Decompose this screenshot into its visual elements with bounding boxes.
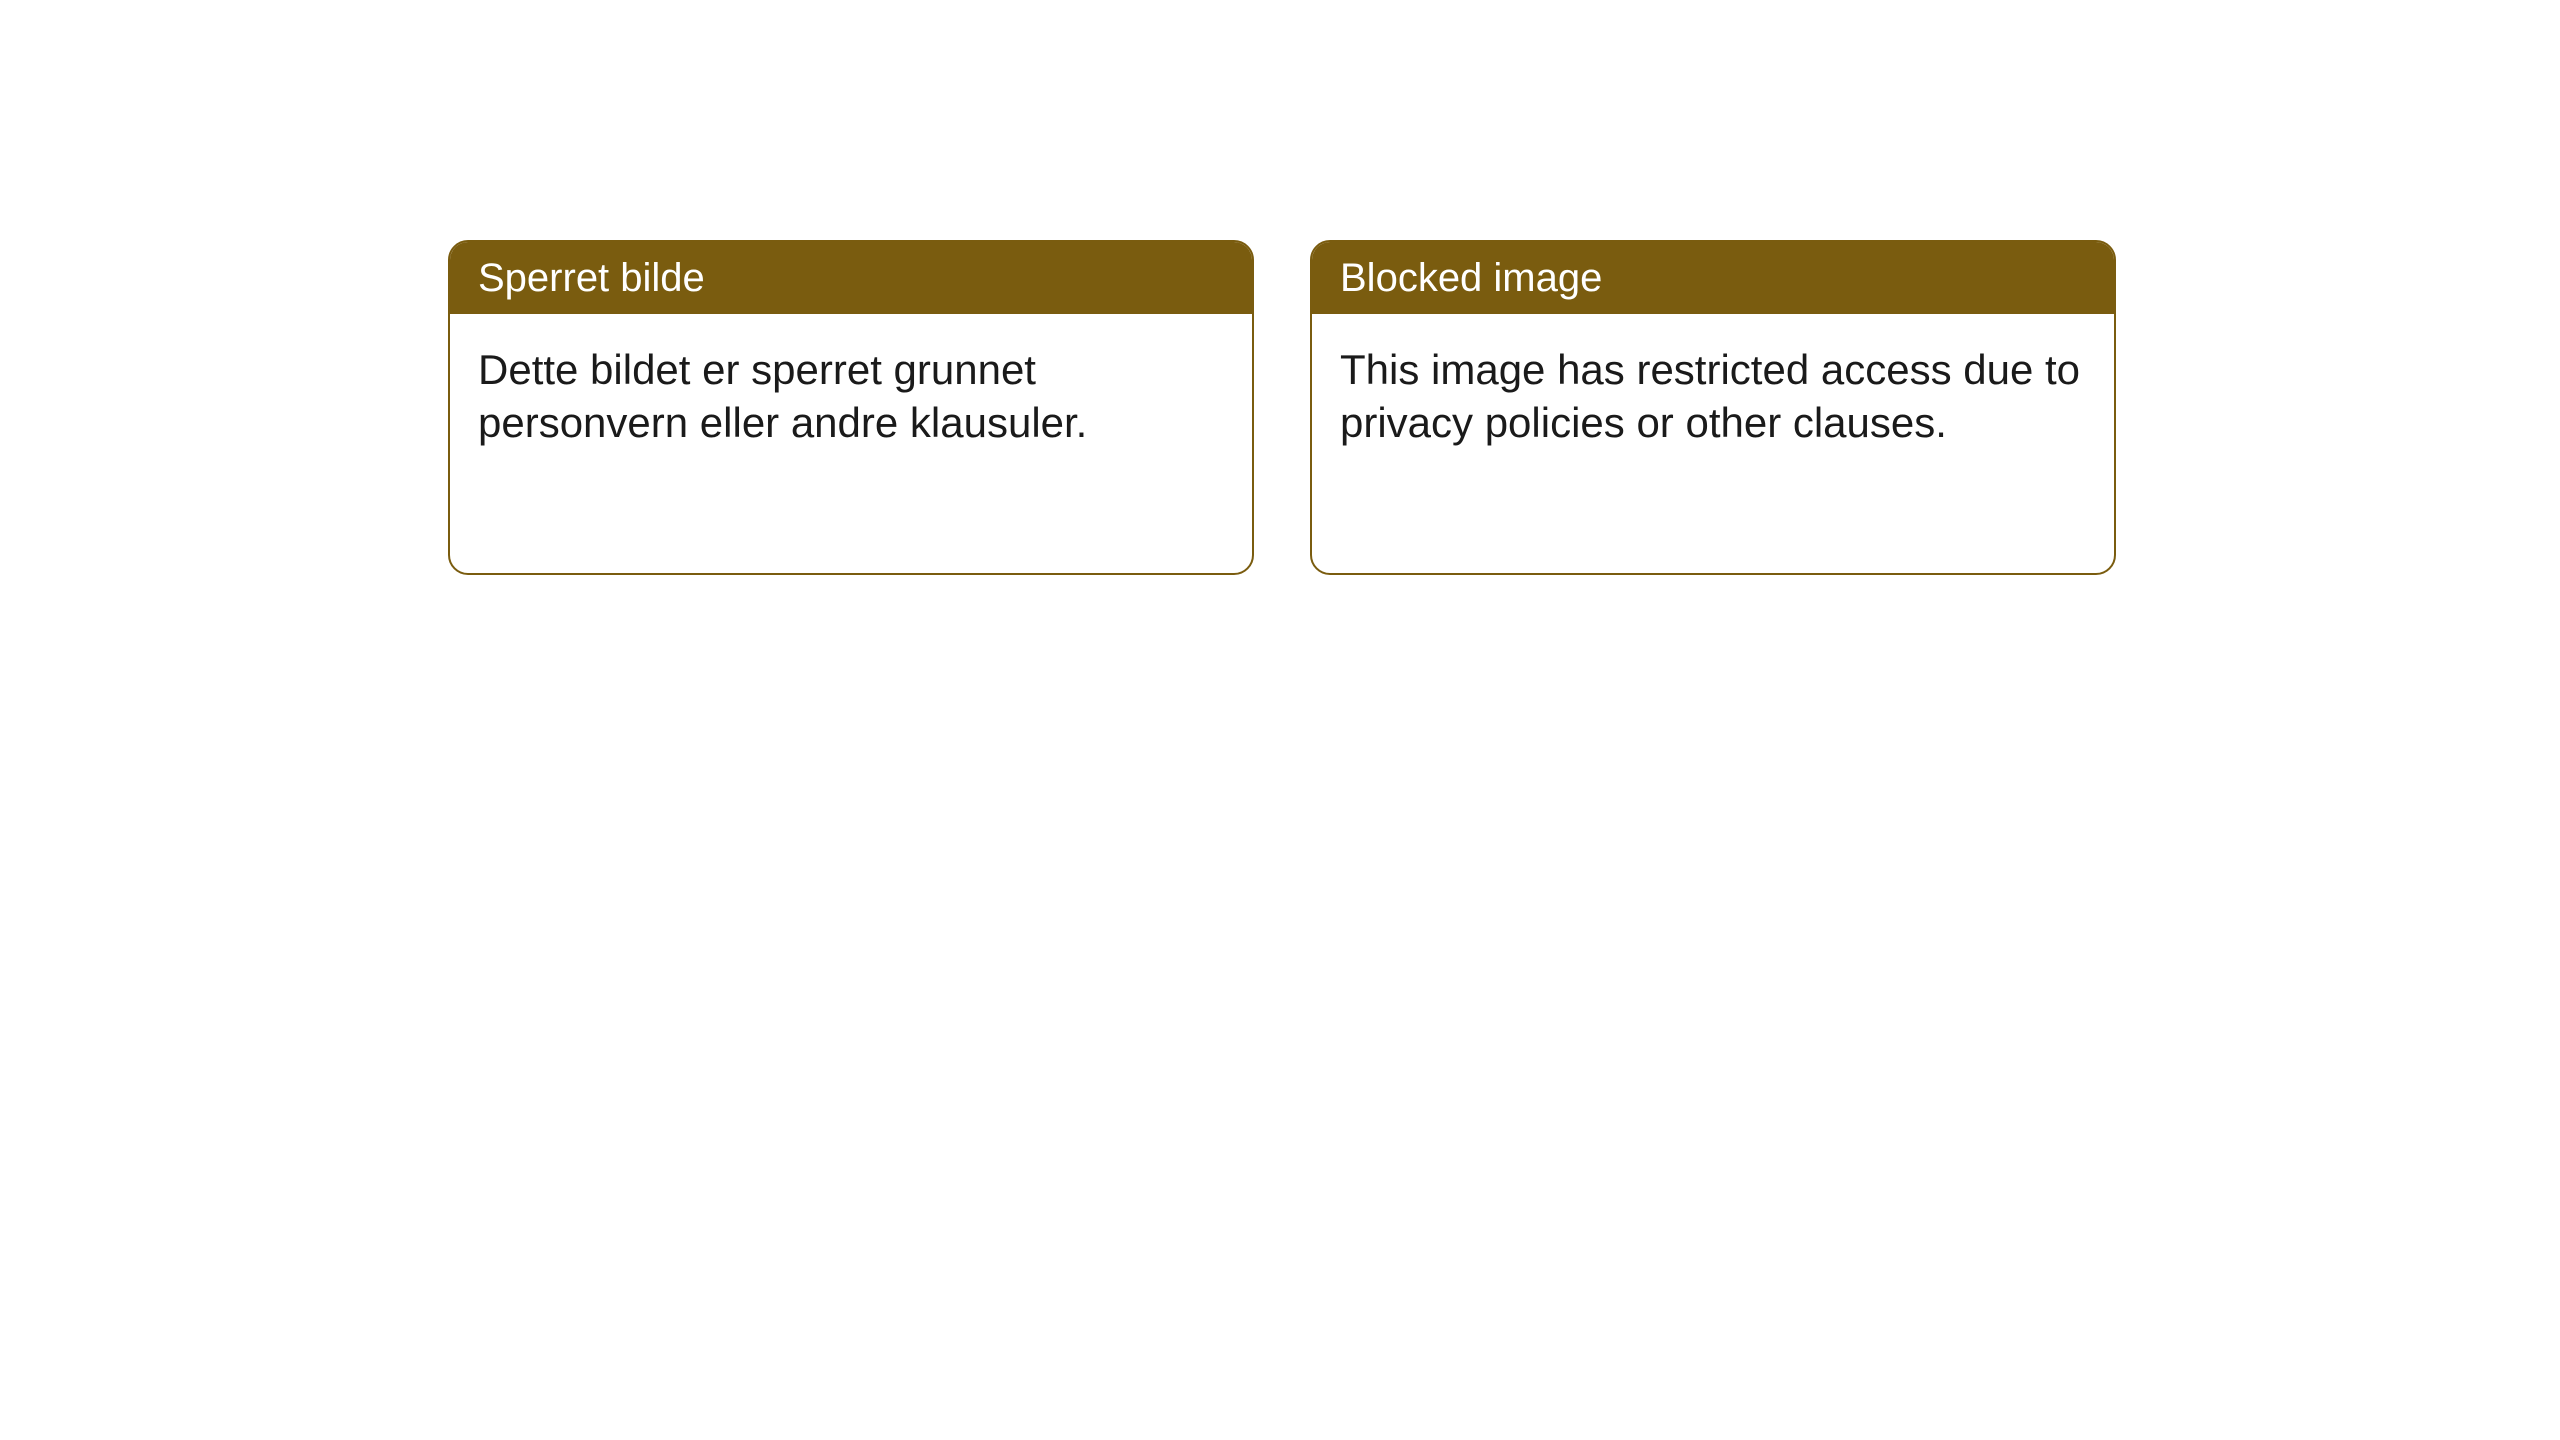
blocked-image-card-no: Sperret bilde Dette bildet er sperret gr… — [448, 240, 1254, 575]
blocked-image-cards: Sperret bilde Dette bildet er sperret gr… — [448, 240, 2116, 575]
card-title-no: Sperret bilde — [450, 242, 1252, 314]
card-title-en: Blocked image — [1312, 242, 2114, 314]
card-body-no: Dette bildet er sperret grunnet personve… — [450, 314, 1252, 479]
card-body-en: This image has restricted access due to … — [1312, 314, 2114, 479]
blocked-image-card-en: Blocked image This image has restricted … — [1310, 240, 2116, 575]
